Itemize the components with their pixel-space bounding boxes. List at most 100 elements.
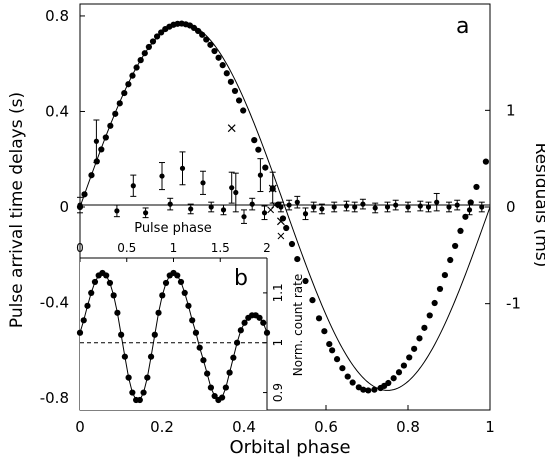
- delay-point: [411, 345, 418, 352]
- delay-point: [231, 87, 239, 95]
- main-panel: 0 0.2 0.4 0.6 0.8 1 0.8 0.4 0 -0.4 -0.8 1 0 -1 a Orbi…: [7, 3, 545, 458]
- inset-y-tick-label: 1.1: [271, 283, 285, 302]
- residual-point: [311, 204, 317, 210]
- inset-point: [76, 329, 84, 336]
- residual-point: [179, 165, 186, 171]
- delay-point: [390, 375, 397, 382]
- inset-point: [207, 384, 214, 391]
- delay-point: [294, 255, 301, 263]
- delay-point: [344, 373, 351, 380]
- inset-point: [211, 392, 218, 400]
- y-tick-label: 0.8: [45, 7, 69, 25]
- delay-point: [333, 356, 341, 363]
- inset-point: [200, 357, 207, 364]
- delay-point: [371, 386, 378, 393]
- inset-point: [129, 389, 136, 396]
- residual-point: [159, 173, 165, 179]
- inset-x-tick-label: 1.5: [211, 241, 230, 255]
- delay-point: [194, 27, 202, 35]
- residual-point: [343, 203, 350, 209]
- residual-point: [208, 204, 214, 210]
- residual-point: [286, 202, 292, 208]
- residual-point: [384, 204, 391, 210]
- inset-point: [106, 279, 114, 287]
- inset-point: [263, 329, 271, 336]
- residual-point: [302, 211, 309, 217]
- residual-point: [93, 138, 99, 144]
- y-tick-label: -0.4: [40, 294, 69, 312]
- delay-cross: [276, 217, 285, 226]
- inset-point: [177, 278, 185, 286]
- delay-point: [211, 47, 218, 55]
- inset-point: [219, 394, 226, 401]
- residual-point: [466, 207, 473, 213]
- residual-point: [114, 208, 120, 214]
- delay-point: [199, 31, 206, 38]
- delay-point: [219, 62, 226, 69]
- x-tick-label: 0.8: [396, 418, 420, 436]
- inset-x-tick-label: 1: [170, 241, 178, 255]
- inset-x-tick-label: 2: [263, 241, 271, 255]
- residual-point: [405, 204, 411, 210]
- delay-point: [98, 146, 105, 153]
- y2-tick-label: -1: [506, 295, 521, 313]
- residual-point: [319, 206, 325, 212]
- delay-point: [240, 107, 247, 114]
- delay-point: [283, 224, 290, 232]
- residual-point: [233, 189, 239, 196]
- delay-point: [421, 324, 428, 331]
- residual-point: [188, 206, 194, 212]
- delay-point: [76, 203, 84, 211]
- inset-point: [125, 374, 132, 381]
- x-tick-label: 0.4: [232, 418, 256, 436]
- delay-point: [447, 256, 454, 264]
- main-tick-labels: 0 0.2 0.4 0.6 0.8 1 0.8 0.4 0 -0.4 -0.8 1 0 -1: [40, 7, 521, 436]
- inset-point: [196, 344, 203, 351]
- delay-point: [262, 164, 269, 171]
- residual-point: [261, 210, 268, 216]
- delay-point: [452, 242, 459, 250]
- residual-point: [220, 207, 227, 213]
- inset-point: [185, 302, 192, 309]
- residual-point: [331, 204, 337, 210]
- inset-point: [121, 353, 128, 360]
- residual-point: [200, 180, 206, 186]
- delay-point: [116, 100, 123, 107]
- y2-tick-label: 0: [506, 198, 516, 216]
- delay-point: [302, 277, 309, 285]
- x-tick-label: 0.6: [314, 418, 338, 436]
- residual-point: [241, 214, 247, 220]
- inset-point: [114, 309, 121, 316]
- delay-point: [339, 365, 346, 372]
- delay-point: [133, 64, 140, 71]
- inset-series: [76, 269, 271, 404]
- residual-point: [360, 201, 366, 207]
- residual-point: [454, 202, 460, 208]
- delay-point: [360, 386, 367, 393]
- delay-point: [385, 379, 392, 387]
- delay-point: [251, 137, 258, 144]
- delay-point: [321, 328, 328, 335]
- delay-point: [137, 57, 144, 64]
- y-tick-label: 0.4: [45, 102, 69, 120]
- delay-point: [400, 362, 407, 369]
- inset-point: [204, 370, 211, 377]
- inset-point: [91, 278, 99, 286]
- residual-point: [143, 210, 149, 216]
- residual-point: [257, 172, 263, 178]
- inset-point: [189, 317, 196, 324]
- delay-point: [395, 369, 403, 376]
- residual-point: [479, 204, 485, 210]
- delay-cross: [268, 184, 277, 193]
- inset-panel: 0 0.5 1 1.5 2 0.9 1 1.1 b Pulse phase Norm. cou…: [76, 221, 305, 410]
- inset-x-tick-label: 0.5: [117, 241, 136, 255]
- delay-point: [145, 43, 152, 51]
- delay-point: [112, 110, 119, 117]
- residual-point: [425, 204, 432, 210]
- inset-y-tick-label: 1: [271, 339, 285, 347]
- inset-y-axis-label: Norm. count rate: [291, 274, 305, 376]
- x-tick-label: 1: [485, 418, 495, 436]
- inset-point: [230, 354, 237, 361]
- delay-point: [329, 347, 336, 354]
